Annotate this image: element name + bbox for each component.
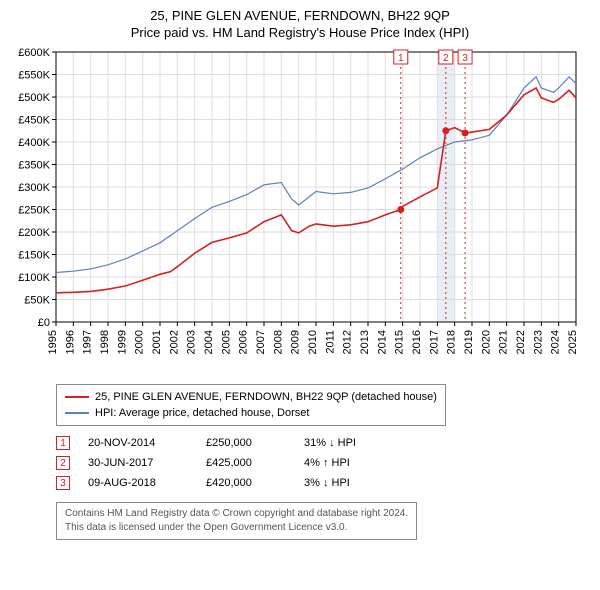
legend-swatch <box>65 412 89 414</box>
svg-text:2018: 2018 <box>446 330 458 354</box>
svg-text:£100K: £100K <box>18 272 50 284</box>
sale-date: 09-AUG-2018 <box>88 477 188 489</box>
svg-text:2: 2 <box>443 53 449 64</box>
attribution-footer: Contains HM Land Registry data © Crown c… <box>56 502 417 540</box>
svg-text:2007: 2007 <box>255 330 267 354</box>
sale-date: 20-NOV-2014 <box>88 437 188 449</box>
svg-text:2005: 2005 <box>220 330 232 354</box>
chart-title: 25, PINE GLEN AVENUE, FERNDOWN, BH22 9QP <box>12 8 588 23</box>
svg-text:3: 3 <box>462 53 468 64</box>
legend-swatch <box>65 396 89 398</box>
svg-text:1998: 1998 <box>99 330 111 354</box>
svg-text:2011: 2011 <box>324 330 336 354</box>
svg-text:£600K: £600K <box>18 47 50 59</box>
sale-marker-badge: 2 <box>56 456 70 470</box>
svg-text:1999: 1999 <box>116 330 128 354</box>
svg-text:2020: 2020 <box>480 330 492 354</box>
svg-text:2009: 2009 <box>290 330 302 354</box>
footer-line-2: This data is licensed under the Open Gov… <box>65 521 408 535</box>
svg-text:2000: 2000 <box>134 330 146 354</box>
svg-text:2008: 2008 <box>272 330 284 354</box>
sales-list: 1 20-NOV-2014 £250,000 31% ↓ HPI 2 30-JUN-201… <box>56 436 588 490</box>
chart-subtitle: Price paid vs. HM Land Registry's House … <box>12 25 588 40</box>
svg-text:£550K: £550K <box>18 70 50 82</box>
chart-plot: £0 £50K £100K £150K £200K £250K £300K £350K £400… <box>12 46 588 376</box>
svg-text:£500K: £500K <box>18 92 50 104</box>
svg-text:2003: 2003 <box>186 330 198 354</box>
sale-price: £420,000 <box>206 477 286 489</box>
svg-text:2015: 2015 <box>394 330 406 354</box>
svg-text:£50K: £50K <box>24 295 50 307</box>
svg-text:2002: 2002 <box>168 330 180 354</box>
legend-label: 25, PINE GLEN AVENUE, FERNDOWN, BH22 9QP… <box>95 389 437 405</box>
sale-row: 2 30-JUN-2017 £425,000 4% ↑ HPI <box>56 456 588 470</box>
sale-price: £425,000 <box>206 457 286 469</box>
svg-text:2024: 2024 <box>550 330 562 354</box>
svg-text:£250K: £250K <box>18 205 50 217</box>
sale-marker-badge: 1 <box>56 436 70 450</box>
svg-text:2022: 2022 <box>515 330 527 354</box>
sale-row: 3 09-AUG-2018 £420,000 3% ↓ HPI <box>56 476 588 490</box>
svg-text:1: 1 <box>398 53 404 64</box>
sale-row: 1 20-NOV-2014 £250,000 31% ↓ HPI <box>56 436 588 450</box>
svg-text:£350K: £350K <box>18 160 50 172</box>
svg-text:2006: 2006 <box>238 330 250 354</box>
legend-label: HPI: Average price, detached house, Dors… <box>95 405 309 421</box>
svg-text:£200K: £200K <box>18 227 50 239</box>
sale-marker-dot-1 <box>397 206 404 213</box>
svg-text:2017: 2017 <box>428 330 440 354</box>
legend-item: HPI: Average price, detached house, Dors… <box>65 405 437 421</box>
svg-text:1996: 1996 <box>64 330 76 354</box>
sale-date: 30-JUN-2017 <box>88 457 188 469</box>
line-chart-svg: £0 £50K £100K £150K £200K £250K £300K £350K £400… <box>12 46 588 376</box>
svg-text:£0: £0 <box>38 317 50 329</box>
svg-text:2025: 2025 <box>567 330 579 354</box>
svg-text:2012: 2012 <box>342 330 354 354</box>
svg-text:2014: 2014 <box>376 330 388 354</box>
svg-text:2001: 2001 <box>151 330 163 354</box>
svg-text:2013: 2013 <box>359 330 371 354</box>
svg-text:£150K: £150K <box>18 250 50 262</box>
svg-text:1997: 1997 <box>82 330 94 354</box>
svg-text:£400K: £400K <box>18 137 50 149</box>
legend: 25, PINE GLEN AVENUE, FERNDOWN, BH22 9QP… <box>56 384 446 426</box>
svg-text:2016: 2016 <box>411 330 423 354</box>
sale-diff: 31% ↓ HPI <box>304 437 356 449</box>
svg-text:£450K: £450K <box>18 115 50 127</box>
svg-text:2023: 2023 <box>532 330 544 354</box>
svg-text:2010: 2010 <box>307 330 319 354</box>
legend-item: 25, PINE GLEN AVENUE, FERNDOWN, BH22 9QP… <box>65 389 437 405</box>
svg-text:2021: 2021 <box>498 330 510 354</box>
footer-line-1: Contains HM Land Registry data © Crown c… <box>65 507 408 521</box>
sale-marker-dot-2 <box>442 127 449 134</box>
svg-text:2019: 2019 <box>463 330 475 354</box>
chart-container: 25, PINE GLEN AVENUE, FERNDOWN, BH22 9QP… <box>0 0 600 552</box>
sale-marker-badge: 3 <box>56 476 70 490</box>
svg-text:£300K: £300K <box>18 182 50 194</box>
svg-text:2004: 2004 <box>203 330 215 354</box>
sale-diff: 3% ↓ HPI <box>304 477 350 489</box>
sale-marker-dot-3 <box>462 130 469 137</box>
svg-text:1995: 1995 <box>47 330 59 354</box>
sale-price: £250,000 <box>206 437 286 449</box>
sale-diff: 4% ↑ HPI <box>304 457 350 469</box>
